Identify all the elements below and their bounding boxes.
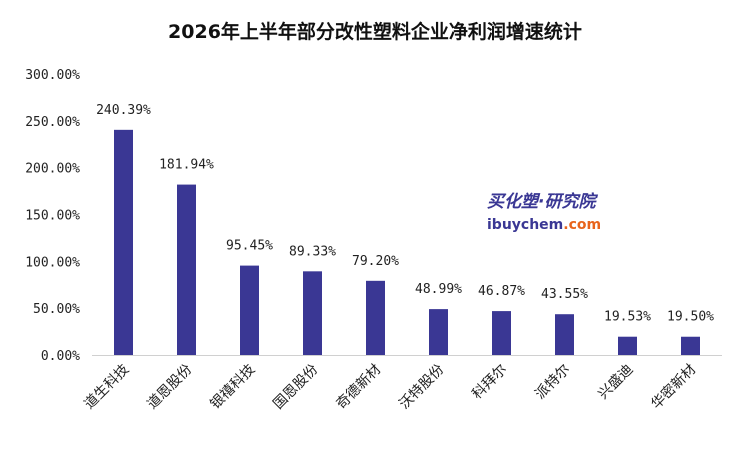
category-labels-group: 道生科技 道恩股份 银禧科技 国恩股份 奇德新材 沃特股份 科拜尔 派特尔 兴盛迪 华密新材 bbox=[81, 361, 699, 413]
bar bbox=[303, 271, 322, 355]
bar bbox=[240, 265, 259, 355]
data-label: 181.94% bbox=[159, 158, 214, 173]
data-label: 95.45% bbox=[226, 239, 273, 254]
bar bbox=[114, 129, 133, 355]
data-labels-group: 240.39% 181.94% 95.45% 89.33% 79.20% 48.99% 46… bbox=[96, 103, 714, 325]
data-label: 48.99% bbox=[415, 282, 462, 297]
y-tick-label: 150.00% bbox=[25, 209, 80, 224]
bar bbox=[555, 314, 574, 355]
y-axis: 0.00% 50.00% 100.00% 150.00% 200.00% 250.00% 3… bbox=[25, 68, 80, 364]
category-label: 道恩股份 bbox=[144, 362, 195, 413]
watermark-en-suffix: .com bbox=[563, 217, 601, 233]
watermark-en-text: ibuychem.com bbox=[487, 217, 601, 233]
category-label: 华密新材 bbox=[648, 361, 700, 413]
category-label: 兴盛迪 bbox=[595, 362, 636, 403]
bar bbox=[366, 280, 385, 355]
bar bbox=[429, 309, 448, 355]
y-tick-label: 0.00% bbox=[41, 349, 80, 364]
y-tick-label: 50.00% bbox=[33, 302, 80, 317]
chart-title: 2026年上半年部分改性塑料企业净利润增速统计 bbox=[168, 20, 582, 43]
data-label: 240.39% bbox=[96, 103, 151, 118]
data-label: 19.50% bbox=[667, 310, 714, 325]
watermark-en-main: ibuychem bbox=[487, 217, 563, 233]
watermark-logo: 买化塑·研究院 ibuychem.com bbox=[487, 192, 601, 233]
category-label: 沃特股份 bbox=[396, 362, 447, 413]
category-label: 银禧科技 bbox=[207, 362, 258, 413]
y-tick-label: 250.00% bbox=[25, 115, 80, 130]
category-label: 国恩股份 bbox=[270, 362, 321, 413]
data-label: 79.20% bbox=[352, 254, 399, 269]
data-label: 46.87% bbox=[478, 284, 525, 299]
data-label: 19.53% bbox=[604, 310, 651, 325]
bar bbox=[177, 184, 196, 355]
bar bbox=[618, 336, 637, 355]
y-tick-label: 300.00% bbox=[25, 68, 80, 83]
watermark-cn-text: 买化塑·研究院 bbox=[487, 192, 598, 212]
bar bbox=[681, 336, 700, 355]
bar bbox=[492, 311, 511, 355]
category-label: 道生科技 bbox=[81, 362, 132, 413]
data-label: 43.55% bbox=[541, 287, 588, 302]
data-label: 89.33% bbox=[289, 244, 336, 259]
category-label: 科拜尔 bbox=[469, 362, 510, 403]
category-label: 派特尔 bbox=[532, 362, 573, 403]
y-tick-label: 100.00% bbox=[25, 255, 80, 270]
category-label: 奇德新材 bbox=[333, 361, 385, 413]
bars-group bbox=[114, 129, 700, 355]
y-tick-label: 200.00% bbox=[25, 162, 80, 177]
